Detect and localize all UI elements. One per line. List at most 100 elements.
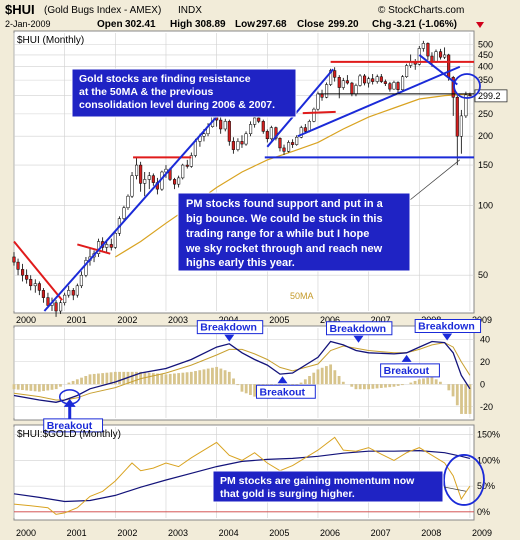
candle xyxy=(405,65,409,77)
macd-histogram-bar xyxy=(109,372,113,385)
momentum-circle xyxy=(443,454,485,506)
breakdown-triangle xyxy=(224,334,235,342)
candle xyxy=(41,290,45,298)
macd-marker-box xyxy=(43,418,104,433)
macd-histogram-bar xyxy=(105,372,109,385)
candle xyxy=(139,164,143,184)
candle xyxy=(443,54,447,58)
breakout-triangle xyxy=(277,376,288,384)
macd-marker-label: Breakout xyxy=(260,386,306,398)
candle xyxy=(79,274,83,287)
candle xyxy=(59,302,63,312)
macd-histogram-bar xyxy=(329,364,333,385)
candle xyxy=(71,290,75,296)
candle xyxy=(143,179,147,184)
macd-histogram-bar xyxy=(333,370,337,385)
candle xyxy=(312,108,316,122)
high-value: 308.89 xyxy=(195,19,226,30)
macd-histogram-bar xyxy=(409,382,413,385)
ratio-ma-line xyxy=(13,449,471,503)
macd-marker-label: Breakdown xyxy=(329,323,386,335)
x-tick-label: 2002 xyxy=(117,315,137,325)
candle xyxy=(354,85,358,95)
ratio-panel-title: $HUI:$GOLD (Monthly) xyxy=(17,429,121,440)
candle xyxy=(261,121,265,132)
candle xyxy=(193,141,197,156)
candle xyxy=(325,84,329,98)
macd-histogram-bar xyxy=(337,376,341,385)
macd-histogram-bar xyxy=(430,376,434,385)
candle xyxy=(291,142,295,145)
macd-histogram-bar xyxy=(67,382,71,385)
ma50-line xyxy=(114,93,470,258)
x-tick-label: 2005 xyxy=(269,315,289,325)
resistance-annotation-box xyxy=(71,68,297,118)
candle xyxy=(253,117,257,125)
x-tick-label: 2001 xyxy=(67,528,87,538)
macd-histogram-bar xyxy=(422,378,425,385)
macd-histogram-bar xyxy=(316,369,320,385)
x-tick-label: 2004 xyxy=(219,315,239,325)
macd-histogram-bar xyxy=(455,384,459,406)
macd-histogram-bar xyxy=(447,384,451,391)
macd-y-tick-label: 20 xyxy=(480,357,490,367)
macd-histogram-bar xyxy=(325,366,328,385)
macd-histogram-bar xyxy=(50,384,54,390)
macd-histogram-bar xyxy=(320,367,324,385)
candle xyxy=(367,78,371,84)
candle xyxy=(189,155,193,167)
candle xyxy=(426,43,430,57)
candle xyxy=(375,76,379,82)
macd-histogram-bar xyxy=(198,370,202,385)
candle xyxy=(109,244,113,248)
macd-histogram-bar xyxy=(417,379,421,385)
candle xyxy=(54,302,58,312)
blue-trendline xyxy=(266,68,334,148)
date-label: 2-Jan-2009 xyxy=(5,19,51,29)
resistance-circle xyxy=(453,73,481,99)
macd-histogram-bar xyxy=(42,384,45,392)
macd-histogram-bar xyxy=(206,368,210,385)
candle xyxy=(299,127,303,138)
index-name-label: (Gold Bugs Index - AMEX) xyxy=(44,5,161,16)
close-label: Close xyxy=(297,19,325,30)
macd-histogram-bar xyxy=(25,384,29,391)
candle xyxy=(316,93,320,110)
macd-histogram-bar xyxy=(400,384,404,386)
macd-histogram-bar xyxy=(363,384,366,390)
macd-y-tick-label: 40 xyxy=(480,334,490,344)
macd-histogram-bar xyxy=(434,379,438,385)
x-tick-label: 2000 xyxy=(16,315,36,325)
candle xyxy=(67,290,71,296)
macd-histogram-bar xyxy=(156,373,159,385)
x-tick-label: 2009 xyxy=(472,315,492,325)
macd-histogram-bar xyxy=(375,384,379,389)
price-y-tick-label: 500 xyxy=(478,39,493,49)
red-trendline xyxy=(13,240,63,301)
candle xyxy=(63,294,67,304)
candle xyxy=(455,97,459,137)
candle xyxy=(257,117,261,122)
macd-histogram-bar xyxy=(189,371,193,385)
macd-histogram-bar xyxy=(379,384,383,388)
macd-histogram-bar xyxy=(139,371,143,385)
candle xyxy=(244,133,248,145)
macd-histogram-bar xyxy=(468,384,472,414)
price-y-tick-label: 350 xyxy=(478,75,493,85)
price-panel-title: $HUI (Monthly) xyxy=(17,35,84,46)
macd-histogram-bar xyxy=(113,371,117,385)
macd-histogram-bar xyxy=(160,373,164,385)
macd-histogram-bar xyxy=(232,378,235,385)
price-y-tick-label: 250 xyxy=(478,109,493,119)
macd-histogram-bar xyxy=(37,384,41,392)
macd-histogram-bar xyxy=(413,380,417,385)
ratio-y-tick-label: 100% xyxy=(477,455,500,465)
macd-histogram-bar xyxy=(118,371,121,385)
macd-histogram-bar xyxy=(80,377,83,385)
macd-histogram-bar xyxy=(46,384,50,391)
candle xyxy=(122,207,126,219)
candle xyxy=(468,94,472,97)
macd-histogram-bar xyxy=(244,384,248,394)
macd-histogram-bar xyxy=(240,384,244,392)
resistance-annotation-text: Gold stocks are finding resistance at th… xyxy=(79,73,275,111)
